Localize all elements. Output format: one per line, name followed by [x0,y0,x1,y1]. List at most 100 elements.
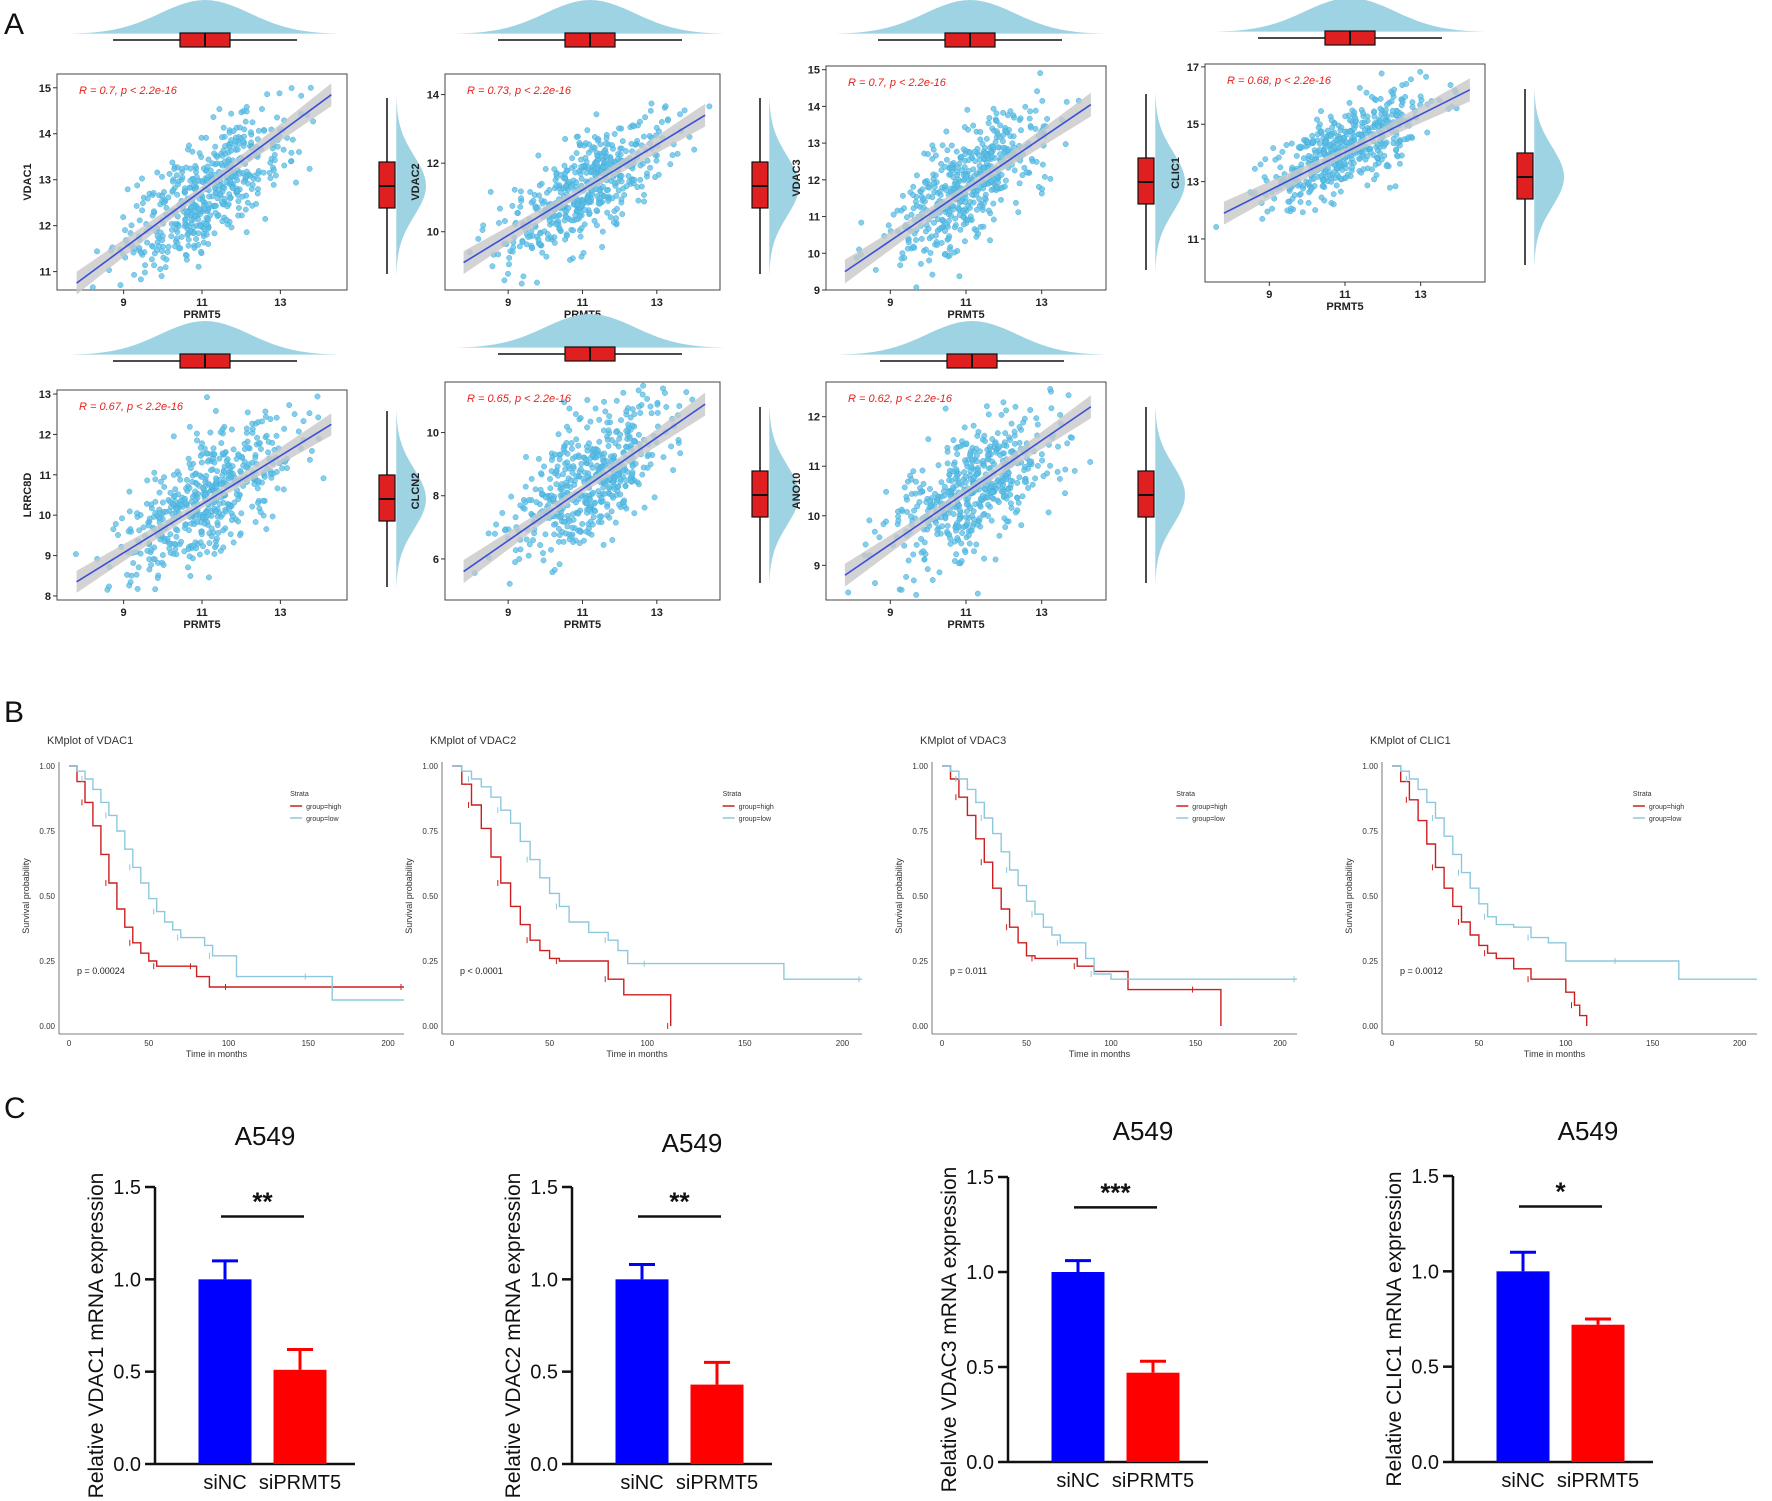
km-legend-label: group=low [739,816,772,823]
scatter-point [214,522,221,529]
correlation-annotation: R = 0.67, p < 2.2e-16 [79,401,184,413]
scatter-point [559,485,566,492]
scatter-point [135,564,142,571]
scatter-point [164,248,171,255]
scatter-point [220,124,227,131]
scatter-point [1342,128,1349,135]
scatter-point [885,222,892,229]
scatter-point [198,459,205,466]
scatter-point [910,183,917,190]
scatter-point [927,486,933,492]
scatter-point [191,245,198,251]
scatter-point [1032,107,1039,114]
scatter-point [186,423,193,430]
scatter-point [247,129,254,136]
bar-category-label: siNC [620,1472,663,1494]
scatter-point [1424,129,1431,136]
km-x-axis-label: Time in months [606,1049,668,1059]
scatter-point [228,224,235,231]
y-tick-label: 14 [39,129,52,141]
km-vdac2: KMplot of VDAC2 0.00 0.25 0.50 0.75 1.00 0 50 10… [404,735,862,1059]
scatter-point [262,408,269,415]
scatter-point [973,541,980,548]
scatter-point [611,131,618,137]
scatter-point [890,211,897,218]
scatter-point [910,205,917,212]
scatter-point [94,248,100,255]
scatter-point [988,178,994,185]
scatter-point [212,143,219,150]
scatter-point [1350,160,1357,167]
scatter-point [288,85,295,92]
scatter-point [595,452,602,459]
scatter-point [946,471,953,478]
scatter-point [195,216,202,223]
scatter-point [280,486,287,493]
scatter-point [988,483,994,489]
scatter-point [1301,155,1307,162]
scatter-point [139,200,146,207]
scatter-point [516,556,523,562]
scatter-point [872,266,879,273]
scatter-point [249,426,256,432]
bar-title: A549 [1558,1116,1619,1146]
scatter-point [880,521,887,527]
scatter-point [104,586,111,593]
scatter-point [954,535,961,541]
scatter-point [917,489,924,496]
scatter-point [981,432,988,439]
scatter-point [620,499,627,506]
scatter-point [1021,467,1027,473]
scatter-point [112,521,119,527]
scatter-point [997,122,1004,129]
scatter-point [1333,182,1340,189]
scatter-point [956,502,963,509]
km-title: KMplot of VDAC2 [430,735,516,747]
scatter-point [1048,405,1055,412]
scatter-point [578,225,585,232]
scatter-point [229,463,236,470]
scatter-point [596,186,603,193]
scatter-point [1011,114,1017,121]
scatter-point [908,476,915,483]
scatter-point [913,541,920,548]
scatter-point [159,248,165,255]
scatter-point [927,249,934,256]
scatter-point [1014,495,1021,501]
scatter-point [952,178,959,185]
scatter-point [1319,183,1326,190]
scatter-point [591,217,598,224]
scatter-point [159,499,166,506]
scatter-point [647,403,654,410]
scatter-point [988,186,995,193]
scatter-point [73,551,79,557]
km-pvalue: p = 0.0012 [1400,966,1443,976]
scatter-point [923,246,929,253]
scatter-point [1012,403,1019,410]
scatter-point [133,571,140,578]
scatter-point [190,543,197,550]
scatter-point [560,471,566,478]
scatter-point [511,186,518,193]
scatter-point [648,100,655,107]
scatter-point [244,199,251,206]
scatter-point [225,156,232,163]
scatter-point [215,530,222,536]
scatter-point [1003,177,1009,184]
bar-y-tick-label: 1.0 [113,1269,141,1291]
scatter-point [977,129,984,135]
scatter-point [958,558,965,564]
scatter-point [582,154,589,161]
scatter-point [1013,199,1019,206]
scatter-point [563,214,570,220]
scatter-point [168,503,175,510]
scatter-point [1423,73,1430,80]
scatter-point [976,515,983,522]
right-density [1155,92,1185,272]
scatter-point [920,480,927,487]
scatter-point [984,160,990,167]
scatter-point [984,403,990,410]
scatter-point [556,526,562,532]
scatter-point [974,471,980,478]
scatter-point [231,499,238,506]
